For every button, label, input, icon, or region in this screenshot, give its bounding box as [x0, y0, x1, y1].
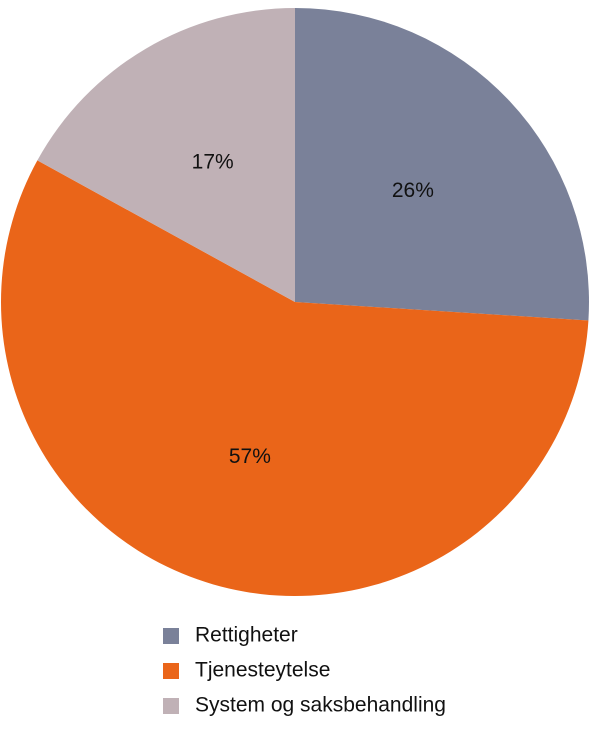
- legend-swatch: [163, 663, 179, 679]
- value-label: 26%: [392, 179, 434, 202]
- legend-label: System og saksbehandling: [195, 694, 446, 717]
- pie-slice: [0, 160, 589, 596]
- legend-swatch: [163, 698, 179, 714]
- legend-label: Tjenesteytelse: [195, 659, 330, 682]
- legend-label: Rettigheter: [195, 624, 298, 647]
- value-label: 57%: [229, 445, 271, 468]
- legend-swatch: [163, 628, 179, 644]
- pie-slice: [37, 8, 295, 302]
- pie-slice: [295, 8, 589, 321]
- value-label: 17%: [192, 150, 234, 173]
